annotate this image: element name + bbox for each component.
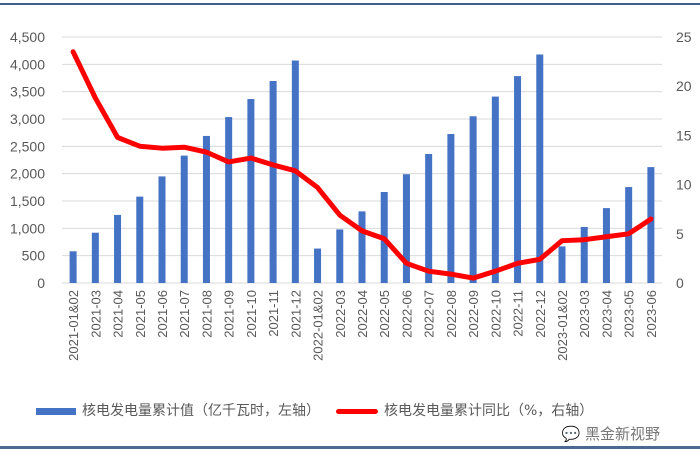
x-tick-label: 2021-11 (266, 290, 281, 337)
watermark: 💬 黑金新视野 (562, 425, 660, 443)
x-tick-label: 2022-03 (333, 290, 348, 338)
right-tick-label: 10 (676, 177, 692, 193)
x-tick-label: 2022-06 (399, 290, 414, 338)
left-tick-label: 2,000 (10, 166, 45, 182)
bar (491, 96, 499, 283)
x-tick-label: 2021-01&02 (66, 290, 81, 361)
legend-line-swatch (336, 408, 378, 414)
right-tick-label: 25 (676, 29, 692, 45)
left-tick-label: 4,000 (10, 56, 45, 72)
x-tick-label: 2022-09 (466, 290, 481, 338)
x-tick-label: 2021-08 (199, 290, 214, 338)
left-tick-label: 0 (37, 275, 45, 291)
bar (469, 116, 477, 284)
right-tick-label: 15 (676, 127, 692, 143)
bar (269, 81, 277, 283)
left-tick-label: 2,500 (10, 138, 45, 154)
bar (136, 196, 144, 283)
left-tick-label: 500 (22, 248, 46, 264)
x-tick-label: 2021-03 (88, 290, 103, 338)
watermark-text: 黑金新视野 (584, 425, 660, 443)
left-tick-label: 4,500 (10, 29, 45, 45)
combo-chart: 0 500 1,000 1,500 2,000 2,500 3,000 3,500 4,000 4… (10, 29, 692, 361)
right-tick-label: 20 (676, 78, 692, 94)
legend-line-label: 核电发电量累计同比（%，右轴） (384, 403, 594, 419)
right-tick-label: 0 (676, 275, 684, 291)
x-tick-label: 2022-04 (355, 290, 370, 338)
bar (336, 229, 344, 283)
x-tick-label: 2021-09 (222, 290, 237, 338)
bar (514, 76, 522, 283)
legend-bar-label: 核电发电量累计值（亿千瓦时，左轴） (82, 403, 320, 419)
x-tick-label: 2022-12 (533, 290, 548, 338)
legend: 核电发电量累计值（亿千瓦时，左轴） 核电发电量累计同比（%，右轴） (36, 402, 593, 420)
x-tick-label: 2021-10 (244, 290, 259, 338)
bar (536, 54, 544, 283)
x-tick-label: 2023-06 (644, 290, 659, 338)
x-tick-label: 2022-08 (444, 290, 459, 338)
bar (314, 248, 322, 283)
x-tick-label: 2022-05 (377, 290, 392, 338)
left-tick-label: 1,500 (10, 193, 45, 209)
bar (425, 153, 433, 283)
legend-bar-swatch (36, 407, 76, 415)
bar (580, 226, 588, 283)
x-tick-label: 2021-12 (288, 290, 303, 338)
bottom-border (0, 446, 700, 449)
x-tick-label: 2022-11 (511, 290, 526, 337)
bar (69, 251, 77, 283)
x-tick-label: 2021-06 (155, 290, 170, 338)
wechat-icon: 💬 (561, 425, 581, 443)
x-tick-label: 2022-01&02 (311, 290, 326, 361)
x-tick-label: 2023-01&02 (555, 290, 570, 361)
left-tick-label: 3,500 (10, 84, 45, 100)
bar (558, 246, 566, 283)
x-tick-label: 2023-03 (577, 290, 592, 338)
left-tick-label: 1,000 (10, 220, 45, 236)
bar (247, 99, 255, 284)
bar (602, 208, 610, 283)
x-tick-label: 2021-07 (177, 290, 192, 338)
bar (647, 167, 655, 283)
top-border (0, 3, 700, 5)
right-tick-label: 5 (676, 226, 684, 242)
x-tick-label: 2022-07 (422, 290, 437, 338)
x-tick-label: 2022-10 (488, 290, 503, 338)
bar (358, 211, 366, 283)
bar (180, 155, 188, 283)
bar (91, 232, 99, 283)
bar (225, 117, 233, 283)
x-tick-label: 2021-04 (111, 290, 126, 338)
bar (114, 214, 122, 283)
bar (202, 135, 210, 283)
x-tick-label: 2021-05 (133, 290, 148, 338)
x-tick-label: 2023-04 (599, 290, 614, 338)
bar (158, 176, 166, 283)
x-tick-label: 2023-05 (622, 290, 637, 338)
left-tick-label: 3,000 (10, 111, 45, 127)
bar (402, 174, 410, 283)
bar (447, 134, 455, 283)
